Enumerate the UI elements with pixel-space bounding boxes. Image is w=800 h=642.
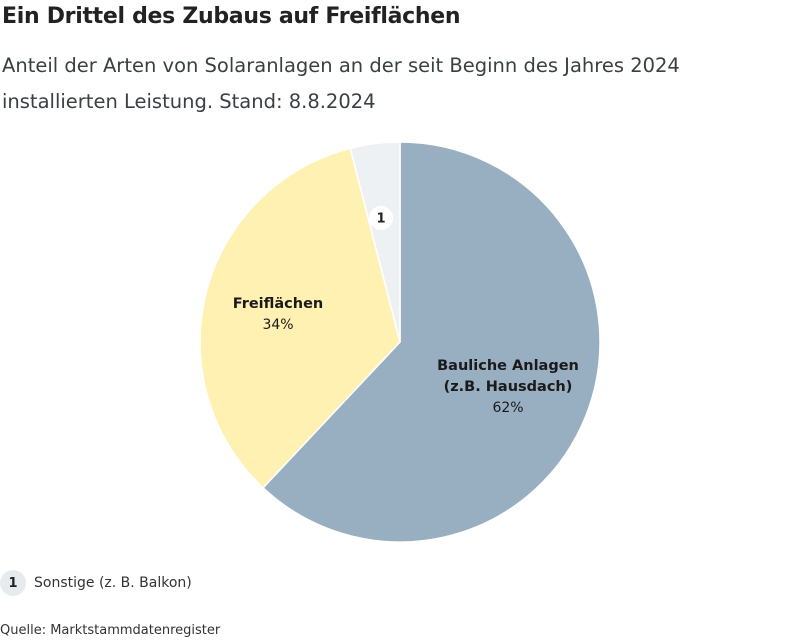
pie-value-freiflaechen: 34% [262,317,293,333]
pie-value-bauliche: 62% [492,400,523,416]
source-note: Quelle: Marktstammdatenregister [0,623,221,638]
pie-marker-badge [369,206,393,230]
pie-label-freiflaechen-line-1: Freiflächen [233,296,324,312]
pie-slice-sonstige [349,141,401,343]
legend-marker: 1 [0,570,26,596]
chart-subtitle: Anteil der Arten von Solaranlagen an der… [2,48,792,120]
pie-label-bauliche-line-1: Bauliche Anlagen [437,358,579,374]
pie-marker-sonstige: 1 [369,206,393,230]
pie-slice-bauliche [262,141,601,543]
pie-label-bauliche-line-2: (z.B. Hausdach) [444,379,573,395]
pie-marker-text: 1 [376,212,385,227]
legend: 1 Sonstige (z. B. Balkon) [0,569,192,597]
chart-subtitle-line-2: installierten Leistung. Stand: 8.8.2024 [2,90,376,113]
chart-title: Ein Drittel des Zubaus auf Freiflächen [2,4,461,29]
legend-text: Sonstige (z. B. Balkon) [34,575,192,591]
pie-slice-freiflaechen [199,147,401,489]
chart-subtitle-line-1: Anteil der Arten von Solaranlagen an der… [2,54,680,77]
